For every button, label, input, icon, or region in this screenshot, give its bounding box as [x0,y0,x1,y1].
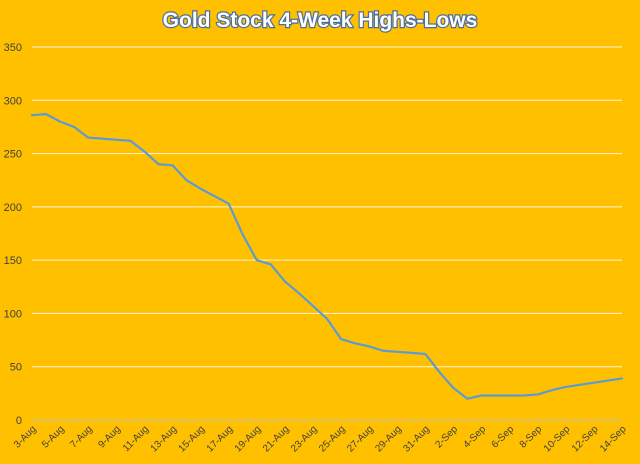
x-tick-label: 4-Sep [462,424,489,451]
series-line [30,113,624,400]
x-axis: 3-Aug 5-Aug 7-Aug 9-Aug11-Aug13-Aug15-Aug17… [12,419,629,455]
y-tick-label: 300 [4,95,22,107]
x-tick-label: 6-Sep [490,424,517,451]
y-axis: 0 50 100 150 200 250 300 350 [4,42,22,427]
gridlines [32,46,622,368]
x-tick-label: 9-Aug [96,424,123,451]
x-tick-label: 15-Aug [177,424,208,455]
x-tick-label: 2-Sep [433,424,460,451]
y-tick-label: 350 [4,42,22,54]
x-tick-label: 11-Aug [121,424,151,454]
y-tick-label: 100 [4,308,22,320]
y-tick-label: 0 [16,415,22,427]
x-tick-label: 23-Aug [289,424,320,455]
x-tick-label: 8-Sep [518,424,545,451]
y-tick-label: 250 [4,149,22,161]
x-tick-label: 5-Aug [40,424,67,451]
x-tick-label: 10-Sep [542,424,573,455]
x-tick-label: 7-Aug [68,424,95,451]
x-tick-label: 17-Aug [205,424,236,455]
x-tick-label: 14-Sep [598,424,629,455]
x-tick-label: 19-Aug [233,424,264,455]
series-layer [30,113,624,400]
x-tick-label: 27-Aug [345,424,376,455]
y-tick-label: 200 [4,202,22,214]
x-tick-label: 3-Aug [12,424,39,451]
x-tick-label: 29-Aug [373,424,404,455]
x-tick-label: 25-Aug [317,424,348,455]
y-tick-label: 150 [4,255,22,267]
chart-title: Gold Stock 4-Week Highs-Lows [163,9,478,32]
x-tick-label: 21-Aug [261,424,292,455]
x-tick-label: 31-Aug [401,424,432,455]
x-tick-label: 12-Sep [570,424,601,455]
x-tick-label: 13-Aug [149,424,180,455]
y-tick-label: 50 [10,362,22,374]
